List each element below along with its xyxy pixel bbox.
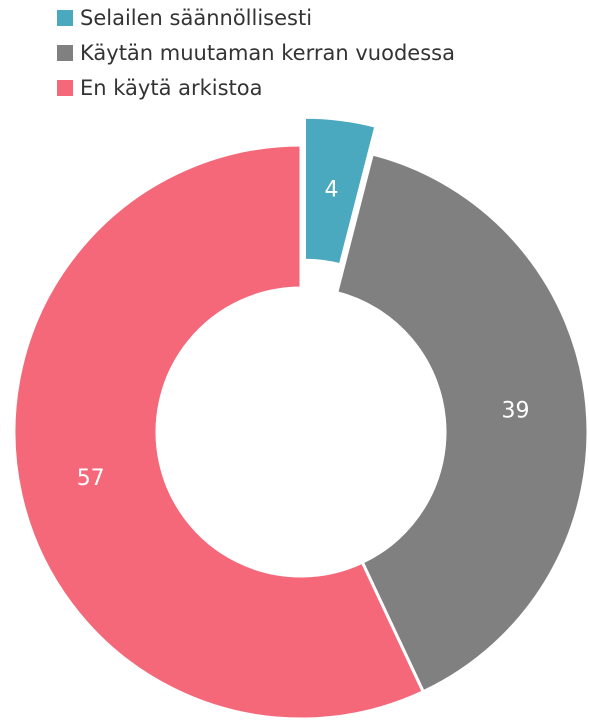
legend-swatch	[57, 10, 73, 26]
legend-swatch	[57, 80, 73, 96]
legend-label: Käytän muutaman kerran vuodessa	[80, 41, 455, 65]
donut-slice	[334, 152, 589, 694]
legend-swatch	[57, 45, 73, 61]
data-label: 39	[502, 399, 530, 424]
legend-label: Selailen säännöllisesti	[80, 6, 312, 30]
data-label: 4	[325, 177, 339, 202]
data-label: 57	[77, 466, 105, 491]
donut-slice	[12, 143, 426, 721]
donut-slice	[303, 115, 378, 267]
legend-label: En käytä arkistoa	[80, 76, 263, 100]
